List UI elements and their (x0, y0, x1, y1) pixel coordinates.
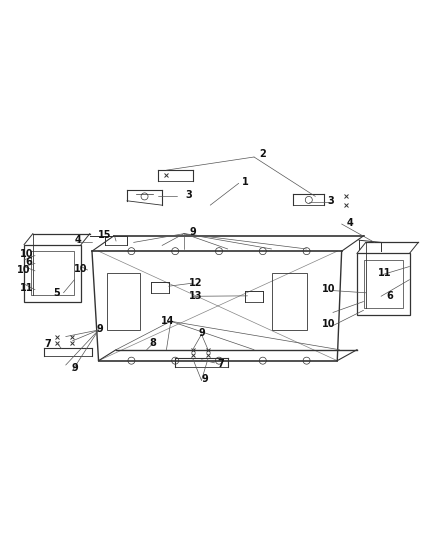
Bar (364, 260, 403, 308)
Text: 10: 10 (20, 249, 33, 259)
Text: 8: 8 (149, 338, 156, 348)
Text: 10: 10 (322, 284, 335, 294)
Text: 10: 10 (322, 319, 335, 329)
Text: 2: 2 (259, 149, 266, 159)
Text: 15: 15 (99, 230, 112, 240)
Text: 14: 14 (161, 316, 174, 326)
Bar (357, 253, 410, 314)
Text: 1: 1 (242, 177, 249, 187)
Text: 7: 7 (218, 359, 225, 369)
Text: 6: 6 (25, 257, 32, 267)
Text: 4: 4 (74, 235, 81, 245)
Text: 11: 11 (20, 284, 33, 293)
Text: 9: 9 (96, 324, 103, 334)
Text: 9: 9 (71, 363, 78, 373)
Text: 10: 10 (18, 264, 31, 274)
Bar (272, 273, 307, 330)
Text: 9: 9 (199, 328, 206, 338)
Bar (107, 273, 140, 330)
Text: 10: 10 (74, 264, 88, 273)
Text: 3: 3 (185, 190, 192, 200)
Text: 5: 5 (53, 288, 60, 298)
Text: 6: 6 (386, 291, 393, 301)
Text: 12: 12 (189, 278, 202, 288)
Text: 7: 7 (44, 339, 51, 349)
Text: 13: 13 (189, 291, 202, 301)
Bar (24, 245, 81, 302)
Text: 11: 11 (378, 268, 391, 278)
Text: 9: 9 (201, 374, 208, 384)
Text: 4: 4 (347, 217, 354, 228)
Bar (31, 251, 74, 295)
Text: 9: 9 (189, 228, 196, 237)
Text: 3: 3 (327, 196, 334, 206)
